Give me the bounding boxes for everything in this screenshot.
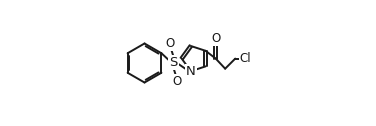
Text: O: O bbox=[172, 75, 181, 88]
Text: N: N bbox=[186, 65, 196, 78]
Text: O: O bbox=[211, 32, 220, 45]
Text: Cl: Cl bbox=[239, 52, 251, 65]
Text: S: S bbox=[169, 56, 178, 69]
Text: O: O bbox=[166, 37, 175, 50]
